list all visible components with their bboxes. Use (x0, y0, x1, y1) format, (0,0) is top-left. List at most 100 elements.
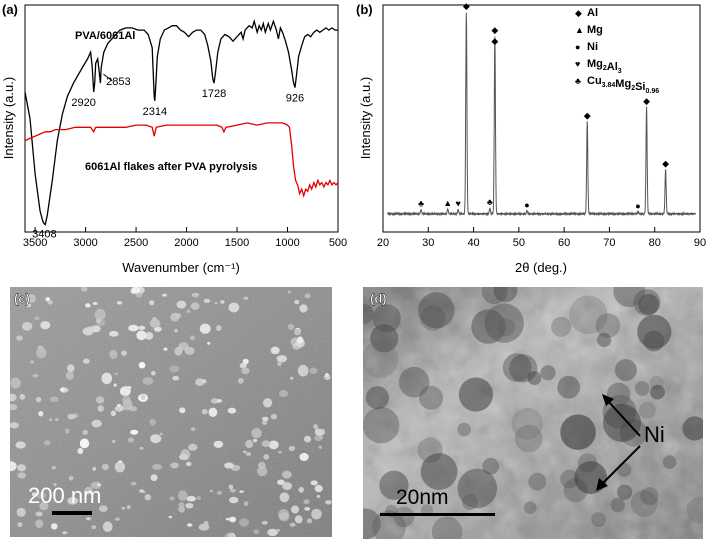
sem-particle (29, 296, 36, 301)
ftir-x-tick-label: 3500 (23, 237, 47, 249)
panel-label-b: (b) (356, 2, 373, 17)
sem-particle (278, 451, 282, 454)
sem-particle (216, 325, 222, 331)
tem-particle (557, 375, 581, 399)
tem-particle (630, 490, 658, 517)
sem-particle (191, 292, 200, 298)
sem-particle (203, 298, 211, 303)
sem-particle (314, 434, 323, 442)
tem-particle (431, 516, 463, 539)
sem-particle (94, 308, 106, 321)
tem-particle (568, 295, 608, 335)
sem-particle (245, 439, 254, 449)
xrd-panel: (b) 20 30 40 50 60 70 80 90 ♣ ▲ ♥◆♣◆◆●◆●◆◆ ◆ Al▲ Mg… (356, 1, 706, 275)
sem-particle (114, 461, 126, 473)
xrd-legend-symbol: ▲ (575, 25, 584, 35)
sem-particle (294, 299, 300, 305)
ftir-series-lines (24, 18, 339, 226)
ftir-plot-frame (24, 4, 339, 233)
sem-particle (109, 330, 119, 337)
sem-particle (138, 325, 146, 330)
tem-particle (560, 414, 596, 451)
ftir-peak-annotations: 3408 2920 2853 2314 1728 926 (32, 73, 304, 241)
sem-particle (90, 481, 102, 489)
sem-particle (128, 324, 139, 332)
ftir-x-tick-label: 2000 (174, 237, 198, 249)
xrd-peak-marker: ● (524, 200, 529, 210)
xrd-pattern-line (387, 12, 696, 217)
sem-particle (97, 483, 101, 487)
sem-particle (279, 492, 290, 503)
sem-particle (209, 490, 213, 492)
sem-particle (201, 409, 208, 415)
sem-particle (16, 335, 23, 341)
sem-particle (186, 495, 196, 502)
tem-arrow-lower (601, 445, 641, 485)
sem-particle (276, 355, 287, 363)
tem-arrowhead-lower (596, 478, 608, 491)
sem-particle (163, 347, 168, 351)
sem-particle (263, 398, 273, 408)
sem-particle (251, 428, 262, 439)
xrd-x-tick-label: 50 (513, 237, 525, 249)
sem-particle (60, 387, 65, 392)
ftir-series-line-0 (24, 18, 338, 226)
ftir-peak-label: 2853 (106, 76, 130, 88)
tem-particle (511, 407, 544, 440)
xrd-legend-text: Al (587, 7, 598, 19)
sem-particle (298, 486, 305, 493)
sem-particle (67, 497, 79, 505)
sem-particle (229, 496, 239, 504)
sem-particle (304, 507, 311, 511)
sem-particle (95, 396, 105, 404)
xrd-legend-text: Si (635, 81, 645, 93)
sem-particle (102, 521, 113, 532)
tem-particle (418, 292, 455, 329)
sem-particle (283, 482, 292, 489)
sem-particle (303, 499, 310, 505)
sem-particle (131, 287, 141, 294)
tem-particle (398, 366, 430, 398)
sem-particle (213, 440, 224, 448)
xrd-legend-text: Mg (587, 24, 603, 36)
tem-particle (686, 496, 703, 524)
ftir-x-ticks: 3500 3000 2500 2000 1500 1000 500 (23, 227, 347, 249)
sem-particle (310, 480, 318, 486)
sem-particle (319, 436, 324, 439)
sem-particle (150, 434, 162, 444)
tem-particle (643, 330, 665, 352)
sem-particle (168, 515, 173, 519)
sem-particle (299, 304, 308, 313)
sem-particle (291, 505, 299, 514)
xrd-peak-marker: ◆ (491, 36, 498, 46)
sem-particle (82, 429, 88, 435)
xrd-legend-symbol: ♣ (575, 76, 581, 86)
sem-particle (170, 462, 179, 469)
xrd-legend-subscript: 3 (618, 68, 622, 75)
tem-particle (363, 341, 399, 379)
sem-particle (126, 505, 131, 510)
tem-particle (509, 354, 538, 383)
tem-particle (634, 381, 650, 396)
tem-particle (462, 494, 478, 510)
xrd-peak-marker: ◆ (643, 96, 650, 106)
sem-particle (306, 518, 313, 524)
sem-particle (239, 490, 244, 493)
tem-particle (419, 385, 443, 410)
sem-particle (169, 496, 175, 501)
tem-particle (379, 470, 409, 500)
sem-particle (229, 488, 236, 493)
sem-particle (257, 461, 266, 469)
xrd-legend-label: Ni (587, 41, 598, 53)
ftir-peak-pointer (103, 73, 113, 82)
sem-particle (224, 462, 234, 469)
sem-particle (49, 396, 59, 402)
xrd-legend-label: Al (587, 7, 598, 19)
sem-particle (313, 424, 318, 429)
sem-particle (267, 528, 278, 537)
sem-particle (16, 507, 26, 517)
sem-particle (17, 472, 26, 479)
sem-particle (15, 441, 26, 449)
sem-particle (296, 336, 304, 344)
tem-particle (458, 377, 493, 412)
